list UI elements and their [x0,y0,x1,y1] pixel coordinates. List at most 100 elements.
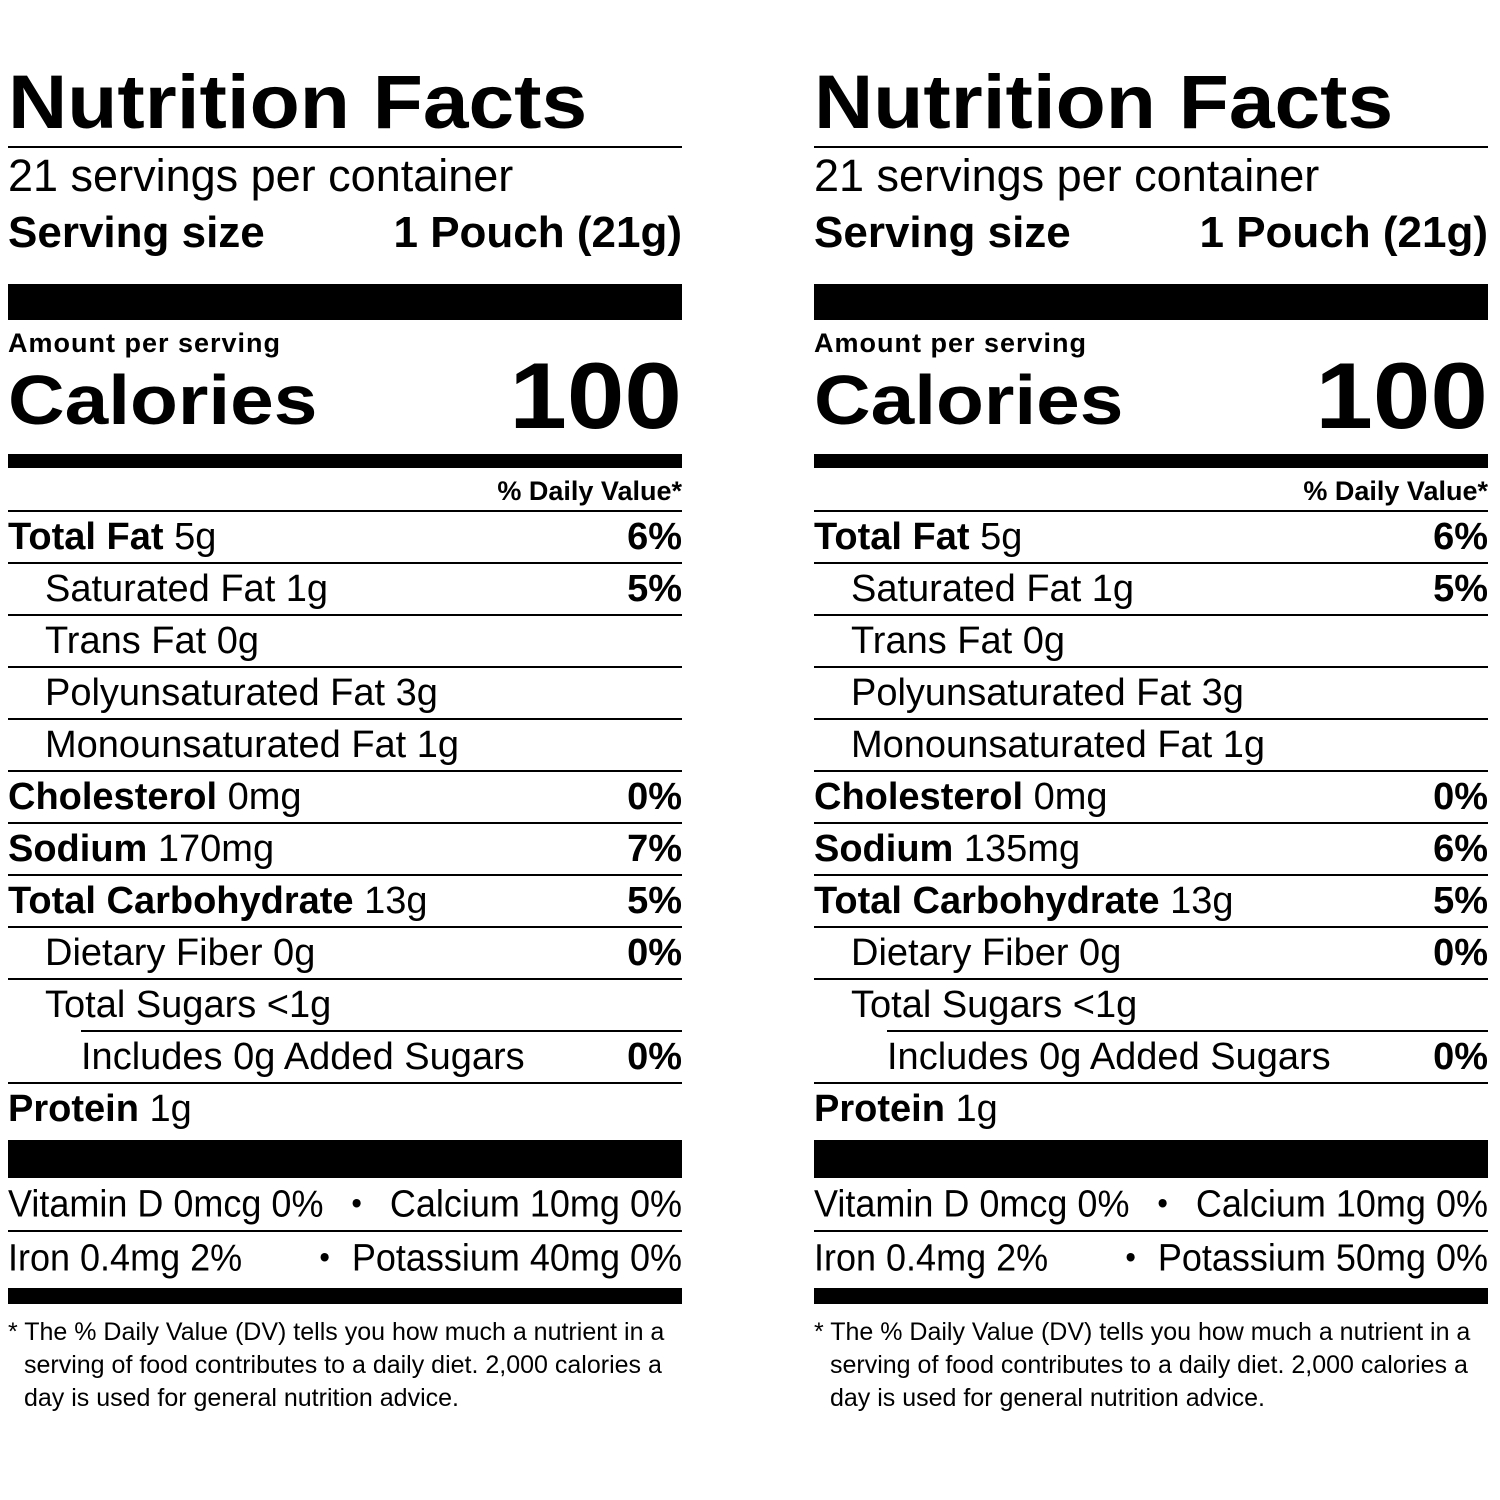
bullet: • [1157,1185,1168,1221]
nutrient-row-total-carbohydrate: Total Carbohydrate 13g 5% [8,874,682,926]
serving-size-label: Serving size [814,208,1071,257]
bullet: • [351,1185,362,1221]
nutrient-dv: 0% [627,1035,682,1078]
nutrient-name: Total Fat [814,515,970,558]
label-title: Nutrition Facts [8,60,588,145]
calories-label: Calories [814,361,1124,439]
amount-per-serving: Amount per serving [814,328,1088,358]
nutrient-name: Dietary Fiber 0g [45,931,316,974]
daily-value-header: % Daily Value* [497,476,682,506]
label-title: Nutrition Facts [814,60,1394,145]
nutrient-dv: 0% [1433,931,1488,974]
calories-value: 100 [509,343,682,448]
nutrient-name: Trans Fat 0g [851,619,1066,662]
nutrient-row-monounsaturated-fat: Monounsaturated Fat 1g [8,718,682,770]
footnote: * The % Daily Value (DV) tells you how m… [814,1318,1471,1412]
nutrient-name: Protein [8,1087,139,1130]
nutrient-row-total-sugars: Total Sugars <1g [8,978,682,1030]
daily-value-header: % Daily Value* [1303,476,1488,506]
nutrient-amount: 170mg [157,827,275,870]
iron: Iron 0.4mg 2% [8,1235,243,1280]
sub-divider [887,1030,1488,1032]
nutrient-name: Cholesterol [8,775,218,818]
nutrient-dv: 5% [1433,567,1488,610]
nutrient-row-total-sugars: Total Sugars <1g [814,978,1488,1030]
nutrient-row-cholesterol: Cholesterol 0mg 0% [8,770,682,822]
nutrient-row-protein: Protein 1g [814,1082,1488,1134]
nutrient-row-total-fat: Total Fat 5g 6% [814,510,1488,562]
nutrient-name: Cholesterol [814,775,1024,818]
calcium: Calcium 10mg 0% [1195,1181,1488,1226]
nutrient-name: Sodium [814,827,954,870]
medium-divider [814,454,1488,468]
divider [8,146,682,148]
vitamin-d: Vitamin D 0mcg 0% [814,1181,1130,1226]
serving-size-label: Serving size [8,208,265,257]
nutrient-row-sodium: Sodium 135mg 6% [814,822,1488,874]
vitamin-row-2: Iron 0.4mg 2% • Potassium 40mg 0% [8,1230,682,1285]
thick-divider [8,284,682,320]
nutrient-amount: 5g [174,515,217,558]
nutrient-dv: 5% [1433,879,1488,922]
serving-size-row: Serving size 1 Pouch (21g) [8,206,682,266]
nutrient-name: Polyunsaturated Fat 3g [851,671,1244,714]
nutrient-name: Includes 0g Added Sugars [81,1035,525,1078]
nutrient-dv: 0% [627,775,682,818]
nutrient-dv: 7% [627,827,682,870]
nutrient-dv: 6% [1433,515,1488,558]
potassium: Potassium 50mg 0% [1157,1235,1488,1280]
sub-divider [81,1030,682,1032]
nutrient-dv: 6% [627,515,682,558]
nutrient-name: Saturated Fat 1g [45,567,329,610]
nutrient-amount: 13g [364,879,428,922]
nutrient-name: Total Fat [8,515,164,558]
nutrient-row-added-sugars: Includes 0g Added Sugars 0% [814,1032,1488,1082]
nutrient-row-monounsaturated-fat: Monounsaturated Fat 1g [814,718,1488,770]
medium-divider [8,454,682,468]
nutrient-row-total-carbohydrate: Total Carbohydrate 13g 5% [814,874,1488,926]
calories-row: Calories 100 [814,349,1488,443]
nutrient-name: Total Carbohydrate [814,879,1160,922]
nutrient-row-polyunsaturated-fat: Polyunsaturated Fat 3g [814,666,1488,718]
divider [814,1230,1488,1232]
bullet: • [1125,1239,1136,1275]
nutrient-name: Polyunsaturated Fat 3g [45,671,438,714]
servings-per-container: 21 servings per container [8,150,514,201]
nutrient-name: Protein [814,1087,945,1130]
amount-per-serving: Amount per serving [8,328,282,358]
thick-divider-bottom [8,1140,682,1178]
nutrient-dv: 0% [1433,775,1488,818]
footnote: * The % Daily Value (DV) tells you how m… [8,1318,665,1412]
nutrient-name: Total Sugars <1g [45,983,332,1026]
nutrient-dv: 0% [1433,1035,1488,1078]
nutrient-row-added-sugars: Includes 0g Added Sugars 0% [8,1032,682,1082]
nutrient-amount: 1g [149,1087,192,1130]
nutrient-name: Total Sugars <1g [851,983,1138,1026]
nutrient-row-cholesterol: Cholesterol 0mg 0% [814,770,1488,822]
nutrient-row-saturated-fat: Saturated Fat 1g 5% [8,562,682,614]
nutrient-amount: 5g [980,515,1023,558]
servings-per-container: 21 servings per container [814,150,1320,201]
serving-size-value: 1 Pouch (21g) [393,208,683,257]
nutrient-dv: 5% [627,567,682,610]
nutrient-name: Total Carbohydrate [8,879,354,922]
nutrient-amount: 135mg [963,827,1081,870]
nutrient-name: Includes 0g Added Sugars [887,1035,1331,1078]
calories-row: Calories 100 [8,349,682,443]
bullet: • [319,1239,330,1275]
nutrient-amount: 13g [1170,879,1234,922]
serving-size-value: 1 Pouch (21g) [1199,208,1489,257]
nutrition-label-left: Nutrition Facts 21 servings per containe… [8,60,682,1415]
calcium: Calcium 10mg 0% [389,1181,682,1226]
nutrient-name: Monounsaturated Fat 1g [851,723,1266,766]
nutrient-row-saturated-fat: Saturated Fat 1g 5% [814,562,1488,614]
nutrition-label-right: Nutrition Facts 21 servings per containe… [814,60,1488,1415]
nutrient-dv: 0% [627,931,682,974]
nutrient-row-polyunsaturated-fat: Polyunsaturated Fat 3g [8,666,682,718]
divider [8,1230,682,1232]
nutrient-row-dietary-fiber: Dietary Fiber 0g 0% [814,926,1488,978]
final-divider [8,1288,682,1304]
nutrient-dv: 5% [627,879,682,922]
nutrient-name: Trans Fat 0g [45,619,260,662]
nutrient-name: Dietary Fiber 0g [851,931,1122,974]
